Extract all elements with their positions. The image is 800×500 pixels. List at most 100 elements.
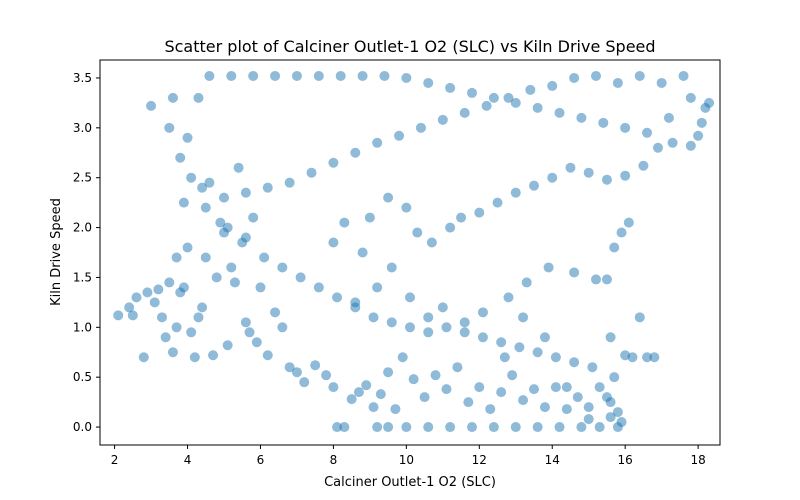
scatter-point [423, 327, 434, 338]
x-tick-label: 4 [184, 453, 192, 467]
scatter-point [157, 312, 167, 323]
x-tick-label: 18 [690, 453, 705, 467]
scatter-point [372, 137, 383, 148]
scatter-point [394, 130, 405, 141]
scatter-point [291, 367, 302, 378]
scatter-point [634, 70, 645, 81]
scatter-point [616, 227, 627, 238]
scatter-point [685, 140, 696, 151]
scatter-point [383, 192, 394, 203]
scatter-point [306, 167, 317, 178]
scatter-point [532, 347, 543, 358]
scatter-point [375, 389, 386, 400]
scatter-point [164, 122, 175, 133]
scatter-point [550, 382, 561, 393]
scatter-point [605, 412, 616, 423]
scatter-point [532, 102, 543, 113]
scatter-point [704, 97, 715, 108]
scatter-point [259, 252, 270, 263]
scatter-point [496, 387, 507, 398]
scatter-point [222, 340, 233, 351]
scatter-point [642, 352, 653, 363]
scatter-point [437, 302, 448, 313]
scatter-point [284, 177, 295, 188]
scatter-point [146, 100, 157, 111]
scatter-point [423, 312, 434, 323]
scatter-point [401, 422, 412, 433]
scatter-point [178, 197, 189, 208]
scatter-point [569, 357, 580, 368]
scatter-point [583, 414, 594, 425]
x-tick-label: 8 [330, 453, 338, 467]
scatter-point [332, 292, 343, 303]
scatter-point [401, 202, 412, 213]
scatter-point [445, 82, 456, 93]
scatter-point [510, 187, 521, 198]
x-tick-label: 14 [545, 453, 560, 467]
scatter-point [445, 222, 456, 233]
scatter-point [339, 422, 350, 433]
scatter-point [492, 197, 503, 208]
scatter-point [310, 360, 321, 371]
scatter-point [153, 284, 164, 295]
scatter-point [215, 217, 226, 228]
scatter-point [295, 272, 306, 283]
scatter-point [189, 352, 200, 363]
scatter-point [353, 387, 364, 398]
scatter-point [459, 327, 470, 338]
scatter-point [685, 92, 696, 103]
scatter-point [609, 372, 620, 383]
scatter-point [335, 70, 346, 81]
scatter-point [171, 322, 182, 333]
scatter-point [554, 422, 565, 433]
scatter-point [518, 395, 529, 406]
x-tick-label: 10 [399, 453, 414, 467]
scatter-point [477, 307, 488, 318]
scatter-point [226, 70, 237, 81]
scatter-point [543, 262, 554, 273]
scatter-point [200, 252, 211, 263]
scatter-point [547, 80, 558, 91]
scatter-point [193, 312, 204, 323]
scatter-point [601, 392, 612, 403]
y-tick-label: 2.5 [73, 171, 92, 185]
scatter-point [521, 277, 532, 288]
scatter-point [397, 352, 408, 363]
chart-title: Scatter plot of Calciner Outlet-1 O2 (SL… [164, 37, 655, 56]
scatter-point [346, 394, 357, 405]
y-tick-label: 1.5 [73, 270, 92, 284]
scatter-point [437, 114, 448, 125]
scatter-point [583, 402, 594, 413]
scatter-point [127, 310, 138, 321]
scatter-point [627, 352, 638, 363]
scatter-point [572, 392, 583, 403]
scatter-point [113, 310, 124, 321]
scatter-point [612, 77, 623, 88]
scatter-point [277, 262, 288, 273]
scatter-point [313, 282, 324, 293]
scatter-point [364, 212, 375, 223]
scatter-point [262, 350, 273, 361]
scatter-point [219, 192, 229, 203]
scatter-point [594, 382, 605, 393]
scatter-point [255, 282, 266, 293]
scatter-point [197, 302, 208, 313]
scatter-point [131, 292, 142, 303]
scatter-point [477, 332, 488, 343]
scatter-point [638, 160, 649, 171]
scatter-point [178, 282, 189, 293]
scatter-point [124, 302, 135, 313]
scatter-point [270, 307, 281, 318]
scatter-point [591, 70, 601, 81]
scatter-point [452, 362, 463, 373]
scatter-point [412, 227, 423, 238]
scatter-point [474, 382, 485, 393]
scatter-point [499, 352, 510, 363]
scatter-point [510, 422, 521, 433]
scatter-point [204, 70, 215, 81]
x-tick-label: 2 [111, 453, 119, 467]
scatter-point [350, 302, 361, 313]
scatter-point [405, 292, 415, 303]
plot-area [99, 59, 721, 446]
scatter-point [503, 292, 514, 303]
